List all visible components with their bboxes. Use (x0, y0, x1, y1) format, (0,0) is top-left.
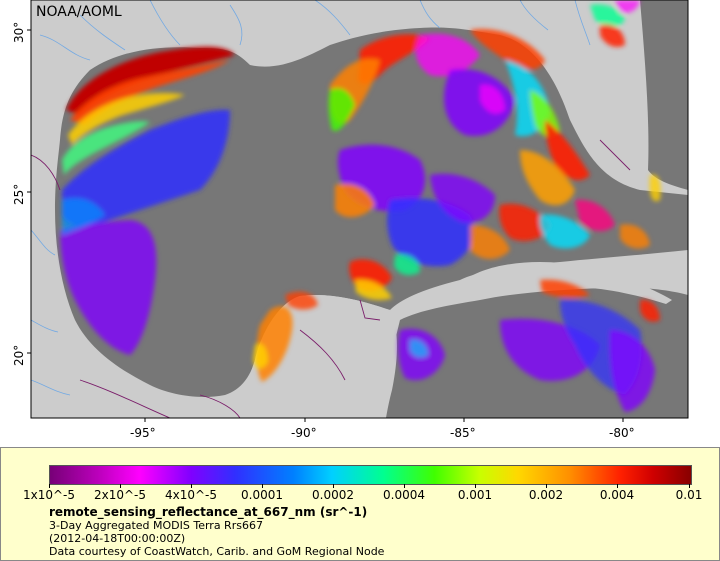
colorbar (49, 465, 692, 485)
map-frame: NOAA/AOML -95° -90° -85° -80° 30° 25° 20… (12, 0, 689, 440)
reflectance-data-layer (60, 0, 661, 412)
colorbar-label: 2x10^-5 (93, 488, 147, 502)
colorbar-label: 0.0002 (312, 488, 354, 502)
legend-timestamp: (2012-04-18T00:00:00Z) (49, 532, 186, 545)
colorbar-label: 0.002 (528, 488, 564, 502)
political-borders (31, 139, 631, 418)
colorbar-label: 0.0004 (383, 488, 425, 502)
colorbar-label: 0.001 (457, 488, 493, 502)
legend-dataset-title: 3-Day Aggregated MODIS Terra Rrs667 (49, 519, 263, 532)
lon-label-80: -80° (609, 426, 635, 440)
map-canvas (27, 0, 689, 422)
rivers (31, 0, 591, 396)
credit-tag: NOAA/AOML (36, 4, 122, 20)
atlantic-water (640, 0, 688, 190)
colorbar-label: 0.01 (675, 488, 703, 502)
legend-panel: 1x10^-5 2x10^-5 4x10^-5 0.0001 0.0002 0.… (0, 447, 720, 561)
colorbar-label: 1x10^-5 (22, 488, 76, 502)
legend-credit: Data courtesy of CoastWatch, Carib. and … (49, 545, 385, 558)
lat-label-20: 20° (12, 344, 26, 366)
lat-label-30: 30° (12, 21, 26, 43)
lon-label-90: -90° (291, 426, 317, 440)
colorbar-label: 0.0001 (241, 488, 283, 502)
lon-label-95: -95° (130, 426, 156, 440)
colorbar-label: 4x10^-5 (164, 488, 218, 502)
axis-ticks (27, 29, 624, 422)
legend-variable-name: remote_sensing_reflectance_at_667_nm (sr… (49, 505, 368, 519)
colorbar-label: 0.004 (599, 488, 635, 502)
lon-label-85: -85° (450, 426, 476, 440)
lat-label-25: 25° (12, 183, 26, 205)
